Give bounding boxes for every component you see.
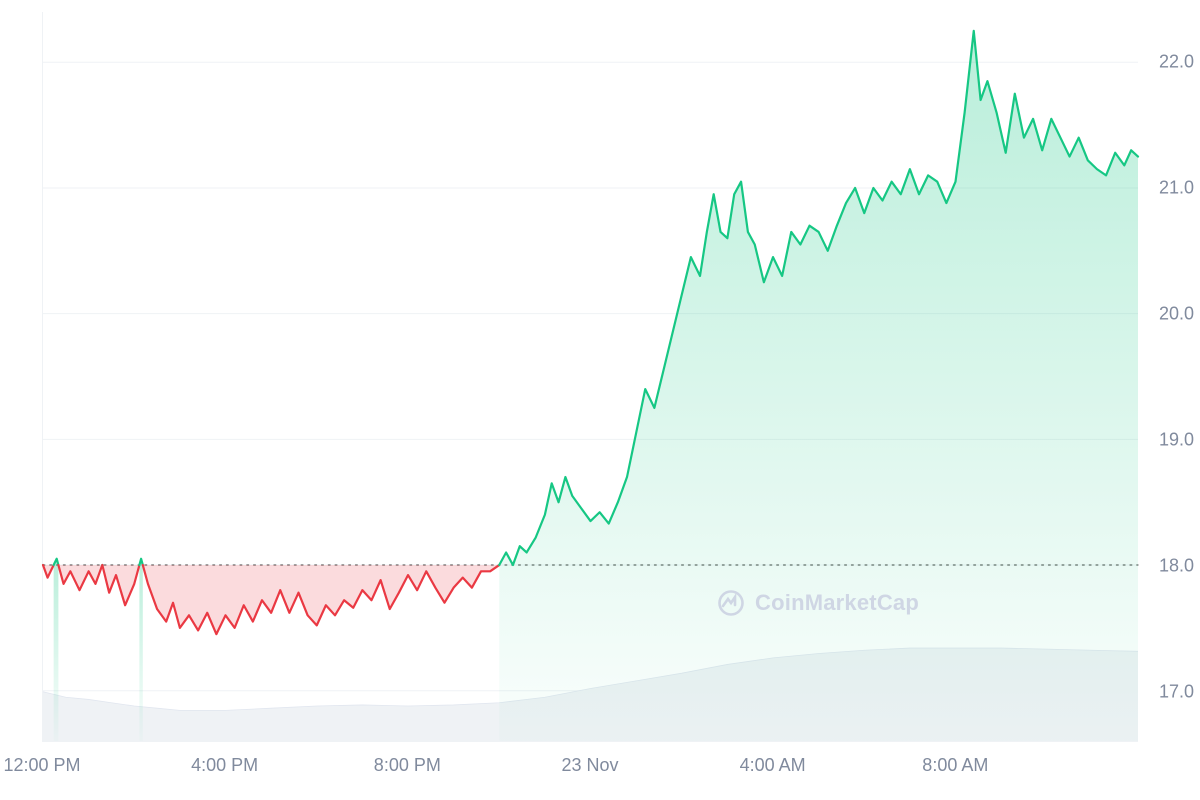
y-axis-tick-label: 19.0	[1159, 429, 1194, 450]
y-axis-tick-label: 22.0	[1159, 52, 1194, 73]
below-area	[43, 565, 499, 634]
chart-svg	[43, 12, 1138, 741]
coinmarketcap-logo-icon	[717, 589, 745, 617]
y-axis-tick-label: 17.0	[1159, 681, 1194, 702]
y-axis-tick-label: 18.0	[1159, 555, 1194, 576]
watermark-text: CoinMarketCap	[755, 590, 919, 616]
above-area	[43, 31, 1138, 741]
x-axis-tick-label: 23 Nov	[561, 755, 618, 776]
y-axis-tick-label: 20.0	[1159, 304, 1194, 325]
plot-area: CoinMarketCap	[42, 12, 1138, 742]
x-axis-tick-label: 8:00 PM	[374, 755, 441, 776]
x-axis-tick-label: 12:00 PM	[3, 755, 80, 776]
x-axis-tick-label: 4:00 AM	[740, 755, 806, 776]
chart-container: CoinMarketCap 17.0 18.0 19.0 20.0 21.0 22.0 1…	[0, 0, 1200, 800]
y-axis-tick-label: 21.0	[1159, 178, 1194, 199]
x-axis-tick-label: 8:00 AM	[922, 755, 988, 776]
x-axis-tick-label: 4:00 PM	[191, 755, 258, 776]
watermark: CoinMarketCap	[717, 589, 919, 617]
